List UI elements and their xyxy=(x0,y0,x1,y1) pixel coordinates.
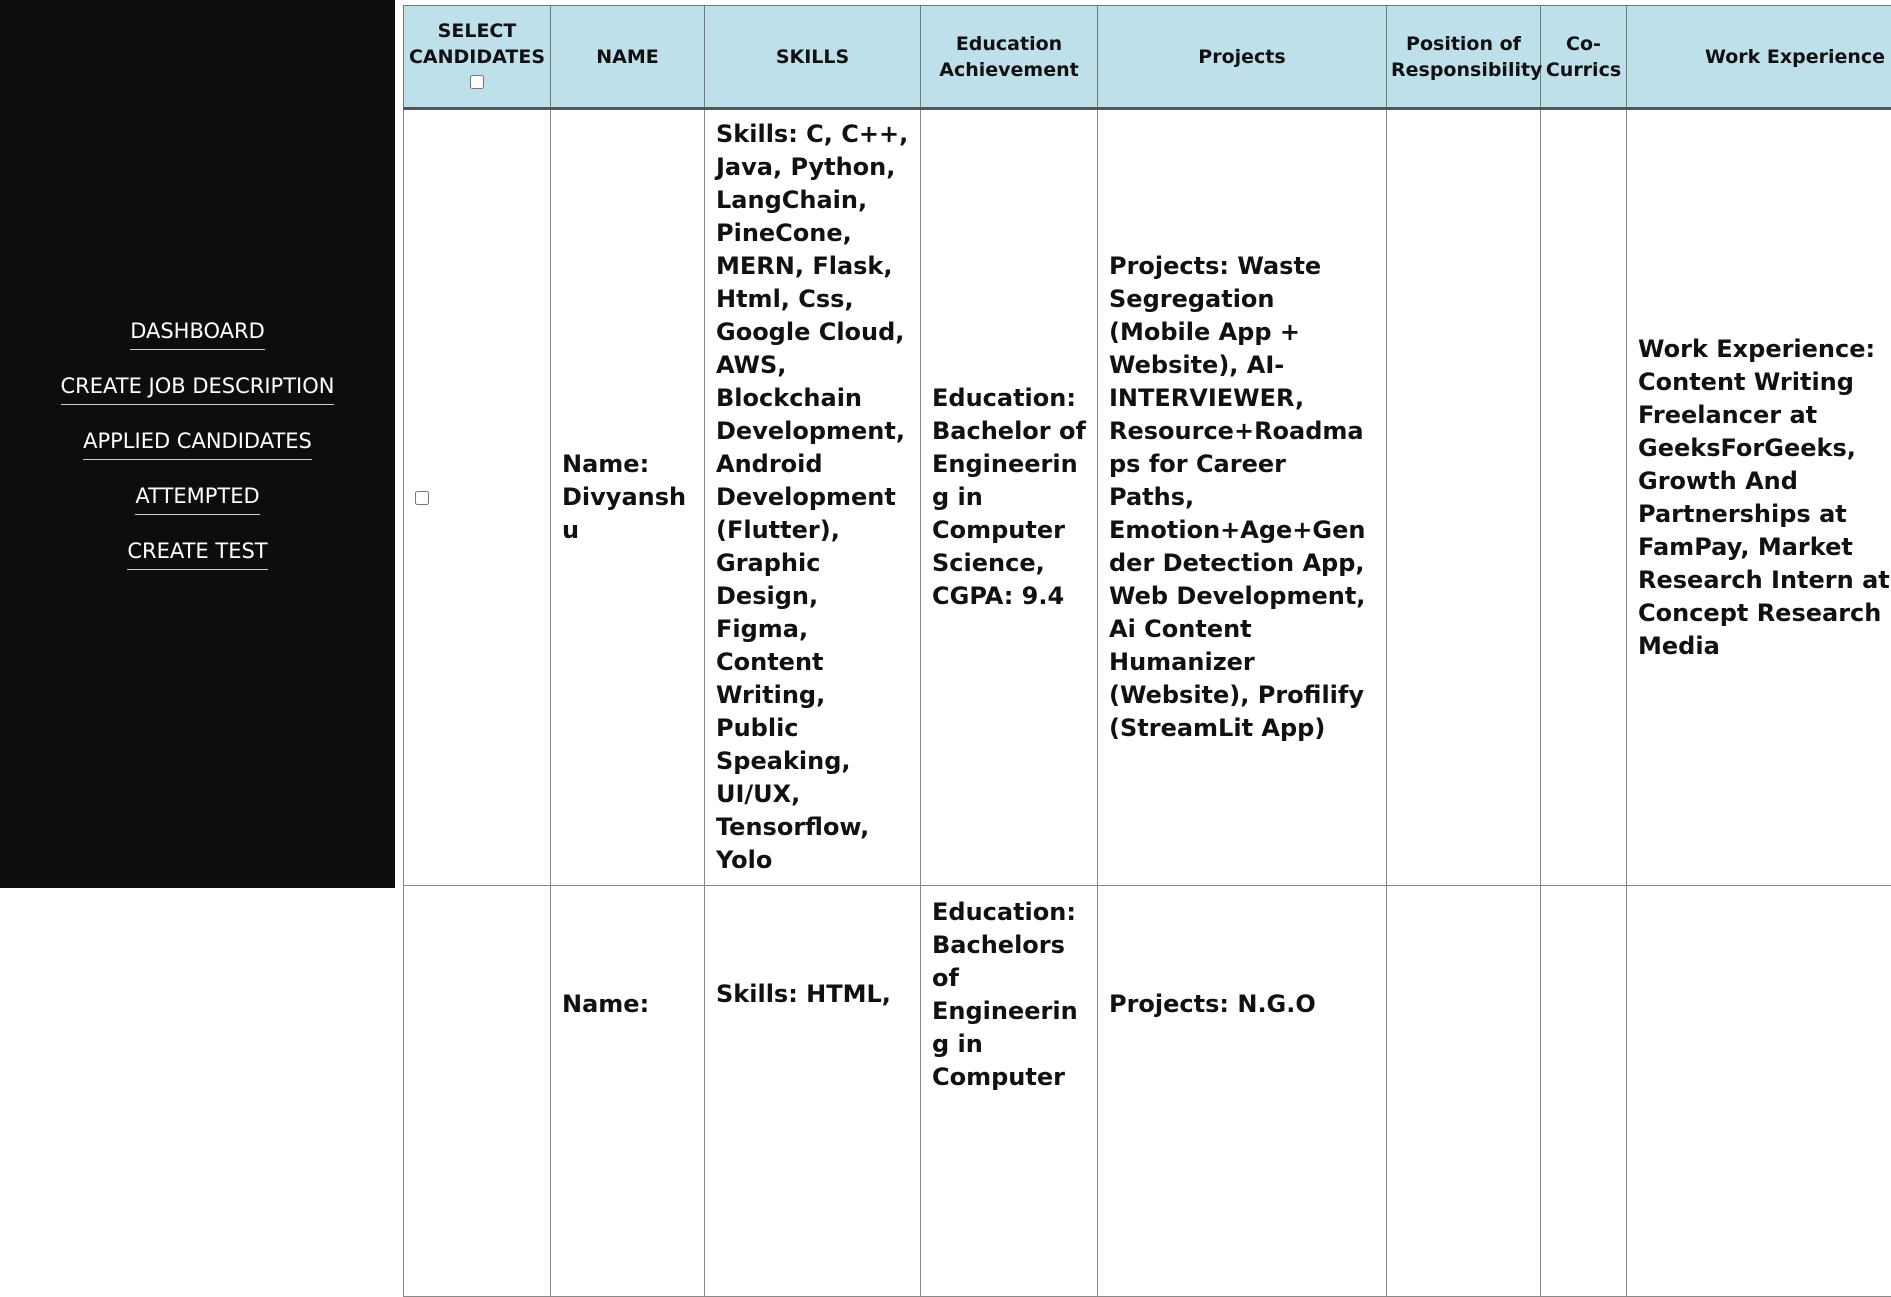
header-cell: NAME xyxy=(551,6,705,109)
education-cell: Education: Bachelors of Engineering in C… xyxy=(921,886,1098,1297)
header-cell: Work Experience xyxy=(1627,6,1891,109)
nav-link[interactable]: CREATE JOB DESCRIPTION xyxy=(61,374,335,405)
nav-link[interactable]: ATTEMPTED xyxy=(135,484,259,515)
candidate-row: Name: Divyanshu Skills: C, C++, Java, Py… xyxy=(404,109,1891,886)
cocurrics-cell xyxy=(1541,886,1627,1297)
name-cell: Name: xyxy=(551,886,705,1297)
nav-link[interactable]: APPLIED CANDIDATES xyxy=(83,429,312,460)
select-cell xyxy=(404,886,551,1297)
responsibility-cell xyxy=(1387,109,1541,886)
select-cell xyxy=(404,109,551,886)
work-cell xyxy=(1627,886,1891,1297)
sidebar: DASHBOARD CREATE JOB DESCRIPTION APPLIED… xyxy=(0,0,395,888)
cocurrics-cell xyxy=(1541,109,1627,886)
select-all-checkbox[interactable] xyxy=(470,75,484,89)
skills-cell: Skills: C, C++, Java, Python, LangChain,… xyxy=(705,109,921,886)
name-cell: Name: Divyanshu xyxy=(551,109,705,886)
header-cell: Projects xyxy=(1098,6,1387,109)
header-cell: SKILLS xyxy=(705,6,921,109)
header-cell: Education Achievement xyxy=(921,6,1098,109)
candidate-row: Name: Skills: HTML, Education: Bachelors… xyxy=(404,886,1891,1297)
projects-cell: Projects: Waste Segregation (Mobile App … xyxy=(1098,109,1387,886)
main: SELECT CANDIDATES NAME SKILLS Education … xyxy=(403,5,1891,1297)
work-cell: Work Experience: Content Writing Freelan… xyxy=(1627,109,1891,886)
page: DASHBOARD CREATE JOB DESCRIPTION APPLIED… xyxy=(0,0,1891,888)
header-cell: Co-Currics xyxy=(1541,6,1627,109)
responsibility-cell xyxy=(1387,886,1541,1297)
nav-link[interactable]: DASHBOARD xyxy=(130,319,265,350)
header-cell: Position of Responsibility xyxy=(1387,6,1541,109)
candidates-table: SELECT CANDIDATES NAME SKILLS Education … xyxy=(403,5,1891,1297)
row-checkbox[interactable] xyxy=(415,491,429,505)
nav-link[interactable]: CREATE TEST xyxy=(127,539,267,570)
header-cell: SELECT CANDIDATES xyxy=(404,6,551,109)
skills-cell: Skills: HTML, xyxy=(705,886,921,1297)
projects-cell: Projects: N.G.O xyxy=(1098,886,1387,1297)
header-text: SELECT CANDIDATES xyxy=(409,20,545,68)
education-cell: Education: Bachelor of Engineering in Co… xyxy=(921,109,1098,886)
header-row: SELECT CANDIDATES NAME SKILLS Education … xyxy=(404,6,1891,109)
